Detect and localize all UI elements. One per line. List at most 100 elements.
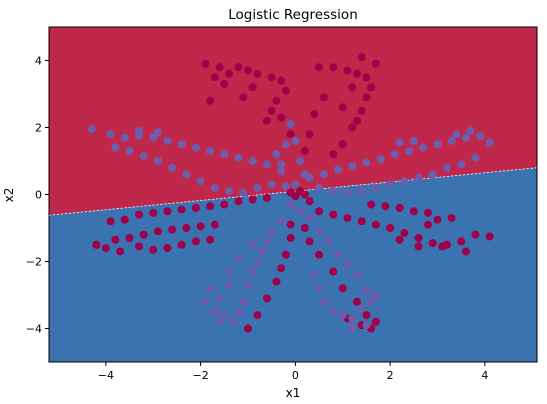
data-point-class-0 [348, 123, 357, 132]
data-point-class-1 [135, 126, 144, 135]
data-point-class-1 [409, 136, 418, 145]
data-point-class-0 [357, 53, 366, 62]
data-point-class-1 [348, 324, 357, 333]
data-point-class-1 [315, 227, 324, 236]
data-point-class-0 [362, 311, 371, 320]
data-point-class-1 [357, 187, 366, 196]
data-point-class-1 [153, 157, 162, 165]
data-point-class-1 [348, 314, 357, 323]
data-point-class-0 [357, 106, 366, 115]
decision-region-class-1 [49, 167, 537, 362]
data-point-class-0 [267, 106, 276, 115]
data-point-class-1 [485, 138, 494, 147]
data-point-class-1 [125, 146, 134, 155]
data-point-class-0 [343, 213, 352, 222]
data-point-class-0 [371, 317, 380, 326]
data-point-class-0 [106, 217, 115, 226]
data-point-class-1 [310, 270, 319, 279]
y-tick-label: 0 [35, 189, 42, 202]
data-point-class-0 [182, 224, 191, 232]
data-point-class-1 [229, 317, 238, 326]
data-point-class-1 [210, 183, 219, 192]
data-point-class-0 [201, 59, 210, 68]
data-point-class-0 [168, 225, 177, 234]
data-point-class-1 [362, 287, 371, 296]
data-point-class-0 [239, 93, 248, 102]
data-point-class-0 [116, 247, 125, 256]
data-point-class-1 [286, 120, 295, 129]
data-point-class-1 [329, 187, 338, 196]
data-point-class-0 [191, 203, 200, 212]
data-point-class-1 [405, 146, 414, 155]
data-point-class-0 [338, 103, 347, 112]
data-point-class-1 [291, 136, 300, 145]
data-point-class-1 [87, 125, 96, 134]
data-point-class-0 [348, 83, 357, 92]
data-point-class-0 [329, 210, 338, 219]
data-point-class-1 [319, 170, 328, 179]
y-axis-ticks: −4 −2 0 2 4 [26, 55, 49, 336]
data-point-class-0 [220, 79, 229, 88]
data-point-class-1 [267, 180, 276, 189]
data-point-class-1 [168, 163, 177, 172]
data-point-class-1 [343, 260, 352, 269]
data-point-class-0 [135, 210, 144, 219]
data-point-class-1 [461, 133, 470, 142]
y-tick-label: 4 [35, 55, 42, 68]
data-point-class-1 [234, 153, 243, 162]
data-point-class-0 [291, 192, 300, 201]
data-point-class-1 [452, 130, 461, 139]
data-point-class-0 [300, 146, 309, 155]
data-point-class-0 [281, 86, 290, 95]
data-point-class-0 [300, 190, 309, 199]
data-point-class-0 [305, 197, 314, 206]
scatter-points [87, 53, 494, 333]
data-point-class-0 [367, 200, 376, 209]
y-tick-label: −4 [26, 323, 42, 336]
data-point-class-0 [329, 150, 338, 159]
data-point-class-1 [447, 136, 456, 145]
data-point-class-0 [248, 83, 257, 92]
x-axis-label: x1 [286, 386, 301, 400]
data-point-class-1 [400, 177, 409, 186]
data-point-class-0 [191, 237, 200, 246]
data-point-class-1 [239, 297, 248, 306]
x-axis-ticks: −4 −2 0 2 4 [98, 362, 488, 382]
plot-area [49, 27, 537, 362]
data-point-class-1 [291, 180, 300, 189]
data-point-class-0 [352, 297, 361, 306]
data-point-class-1 [457, 160, 466, 169]
chart-title: Logistic Regression [228, 7, 358, 23]
data-point-class-0 [338, 284, 347, 293]
data-point-class-1 [243, 280, 252, 289]
data-point-class-1 [106, 130, 115, 139]
data-point-class-1 [248, 157, 257, 165]
data-point-class-0 [485, 232, 494, 241]
data-point-class-0 [329, 63, 338, 72]
data-point-class-0 [163, 207, 172, 216]
data-point-class-0 [305, 130, 314, 139]
y-tick-label: 2 [35, 122, 42, 135]
data-point-class-0 [153, 227, 162, 236]
data-point-class-1 [120, 133, 129, 142]
data-point-class-1 [386, 180, 395, 189]
data-point-class-1 [220, 311, 229, 320]
data-point-class-0 [272, 96, 281, 105]
data-point-class-0 [220, 200, 229, 209]
data-point-class-1 [220, 150, 229, 159]
data-point-class-0 [457, 237, 466, 246]
data-point-class-0 [248, 195, 257, 204]
data-point-class-1 [371, 291, 380, 299]
data-point-class-1 [286, 200, 295, 209]
data-point-class-0 [395, 235, 404, 244]
x-tick-label: −4 [98, 369, 114, 382]
data-point-class-1 [234, 254, 243, 263]
data-point-class-0 [286, 130, 295, 139]
data-point-class-0 [277, 76, 286, 85]
data-point-class-0 [125, 234, 134, 243]
data-point-class-0 [206, 235, 215, 244]
data-point-class-1 [253, 183, 262, 192]
data-point-class-1 [149, 133, 158, 142]
data-point-class-1 [206, 284, 215, 293]
data-point-class-0 [362, 73, 371, 82]
